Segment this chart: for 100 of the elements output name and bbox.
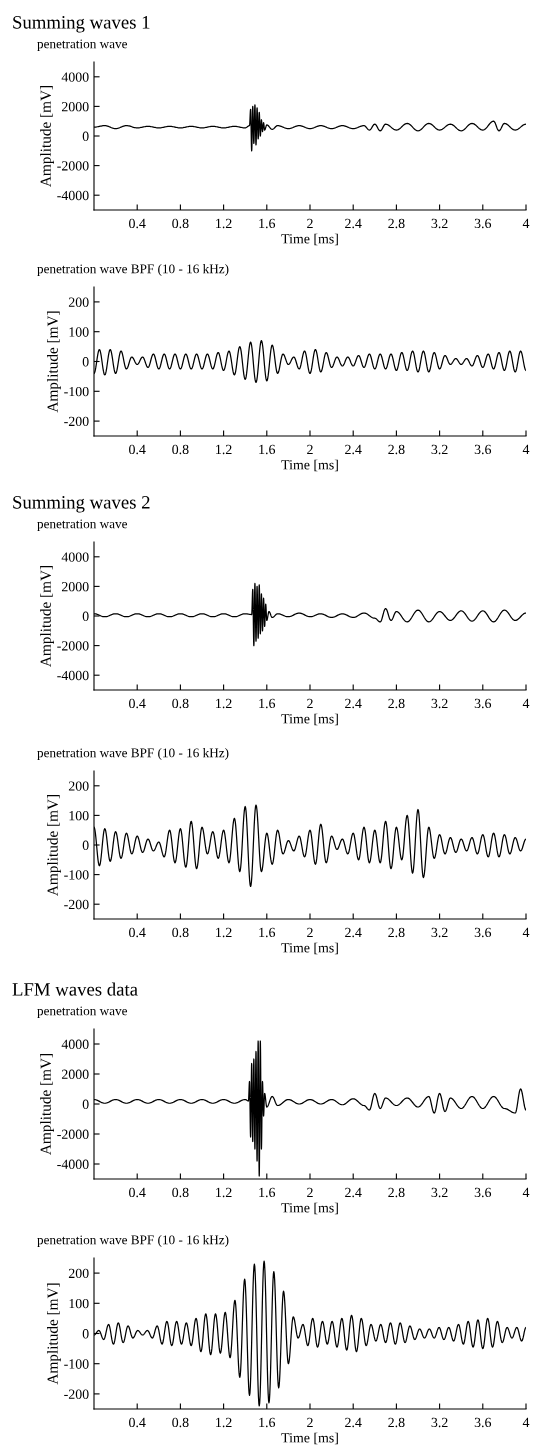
y-axis-title: Amplitude [mV] <box>40 1054 54 1155</box>
x-tick-label: 1.6 <box>259 698 276 709</box>
x-tick-label: 3.6 <box>474 1187 492 1198</box>
x-tick-label: 1.2 <box>216 927 232 938</box>
x-tick-label: 3.2 <box>431 1187 448 1198</box>
chart-subtitle: penetration wave BPF (10 - 16 kHz) <box>37 264 229 276</box>
x-tick-label: 0.8 <box>172 444 189 455</box>
x-axis-title: Time [ms] <box>281 942 338 955</box>
x-tick-label: 2.4 <box>345 1417 362 1428</box>
x-tick-label: 0.8 <box>172 1417 189 1428</box>
x-tick-label: 4 <box>522 444 530 454</box>
x-tick-label: 2 <box>307 927 313 937</box>
x-tick-label: 0.4 <box>129 927 146 938</box>
y-tick-label: 200 <box>68 1268 89 1279</box>
x-tick-label: 1.6 <box>259 1417 276 1428</box>
y-axis-title: Amplitude [mV] <box>40 86 54 187</box>
y-tick-label: 100 <box>69 1298 89 1309</box>
y-axis-title: Amplitude [mV] <box>47 1283 61 1385</box>
x-tick-label: 2.8 <box>388 1417 405 1428</box>
chart-subtitle: penetration wave BPF (10 - 16 kHz) <box>37 748 229 760</box>
y-tick-label: 0 <box>82 357 89 367</box>
y-tick-label: -100 <box>64 1359 89 1369</box>
x-tick-label: 2.4 <box>345 698 362 709</box>
x-tick-label: 3.6 <box>474 1417 492 1428</box>
y-tick-label: -100 <box>64 386 89 397</box>
x-tick-label: 3.2 <box>431 927 448 938</box>
y-tick-label: 4000 <box>61 1039 89 1049</box>
chart-title: Summing waves 2 <box>13 496 150 513</box>
x-tick-label: 2.8 <box>388 927 405 938</box>
x-tick-label: 2.4 <box>345 927 362 938</box>
x-tick-label: 2.4 <box>345 444 362 455</box>
y-tick-label: 200 <box>68 781 89 791</box>
x-tick-label: 3.6 <box>474 444 492 455</box>
x-tick-label: 1.2 <box>216 444 232 455</box>
chart-title: LFM waves data <box>12 982 138 996</box>
x-tick-label: 4 <box>522 1187 530 1197</box>
chart-subtitle: penetration wave <box>37 1006 128 1018</box>
x-tick-label: 0.4 <box>129 698 146 709</box>
x-tick-label: 2 <box>307 1187 313 1197</box>
x-tick-label: 0.4 <box>129 444 146 455</box>
x-tick-label: 0.8 <box>172 1187 189 1198</box>
y-tick-label: -2000 <box>57 1129 89 1139</box>
y-tick-label: 2000 <box>61 1069 89 1079</box>
y-axis-title: Amplitude [mV] <box>47 311 61 413</box>
x-tick-label: 4 <box>522 698 530 708</box>
x-tick-label: 2.8 <box>388 698 405 709</box>
x-tick-label: 0.8 <box>172 927 189 938</box>
x-tick-label: 2 <box>307 698 313 708</box>
y-tick-label: -100 <box>64 870 89 880</box>
x-tick-label: 1.6 <box>259 1187 276 1198</box>
x-tick-label: 0.8 <box>172 218 189 229</box>
y-tick-label: 0 <box>82 840 89 850</box>
y-tick-label: -2000 <box>57 161 89 171</box>
y-tick-label: 0 <box>82 1099 89 1109</box>
y-tick-label: 4000 <box>61 552 89 562</box>
x-axis-title: Time [ms] <box>281 713 338 726</box>
x-tick-label: 1.2 <box>216 1417 232 1428</box>
chart-subtitle: penetration wave <box>37 519 128 531</box>
x-tick-label: 4 <box>522 218 530 228</box>
x-tick-label: 3.2 <box>431 1417 448 1428</box>
x-tick-label: 2 <box>307 444 313 454</box>
y-tick-label: 100 <box>69 327 89 337</box>
x-tick-label: 1.2 <box>216 698 232 709</box>
y-tick-label: 0 <box>82 131 89 141</box>
y-tick-label: 4000 <box>61 72 89 82</box>
x-tick-label: 0.4 <box>129 1187 146 1198</box>
x-tick-label: 0.4 <box>129 1417 146 1428</box>
y-tick-label: 0 <box>82 611 89 621</box>
chart-title: Summing waves 1 <box>13 16 150 33</box>
x-tick-label: 1.6 <box>259 927 276 938</box>
x-tick-label: 1.2 <box>216 218 232 229</box>
x-tick-label: 1.2 <box>216 1187 232 1198</box>
y-tick-label: -4000 <box>57 190 89 201</box>
y-tick-label: -200 <box>64 1389 89 1399</box>
x-tick-label: 1.6 <box>259 444 276 455</box>
y-tick-label: 2000 <box>61 101 89 112</box>
x-tick-label: 0.8 <box>172 698 189 709</box>
x-axis-title: Time [ms] <box>281 1432 338 1445</box>
x-tick-label: 3.6 <box>474 698 492 709</box>
x-tick-label: 3.2 <box>431 698 448 709</box>
x-axis-title: Time [ms] <box>281 1202 338 1215</box>
x-tick-label: 4 <box>522 1417 530 1427</box>
x-tick-label: 3.2 <box>431 444 448 455</box>
x-tick-label: 2 <box>307 1417 313 1427</box>
y-tick-label: 2000 <box>61 581 89 592</box>
x-tick-label: 4 <box>522 927 530 937</box>
x-tick-label: 2.8 <box>388 444 405 455</box>
x-tick-label: 3.2 <box>431 218 448 229</box>
y-tick-label: 200 <box>68 297 89 307</box>
y-tick-label: -4000 <box>57 1159 89 1169</box>
y-tick-label: -2000 <box>57 641 89 651</box>
x-tick-label: 3.6 <box>474 927 492 938</box>
y-axis-title: Amplitude [mV] <box>47 795 61 896</box>
y-tick-label: 0 <box>82 1329 89 1339</box>
x-tick-label: 3.6 <box>474 218 492 229</box>
x-axis-title: Time [ms] <box>281 459 338 472</box>
x-axis-title: Time [ms] <box>281 233 338 246</box>
chart-subtitle: penetration wave <box>37 39 128 51</box>
x-tick-label: 2.8 <box>388 218 405 229</box>
y-tick-label: 100 <box>69 810 89 821</box>
